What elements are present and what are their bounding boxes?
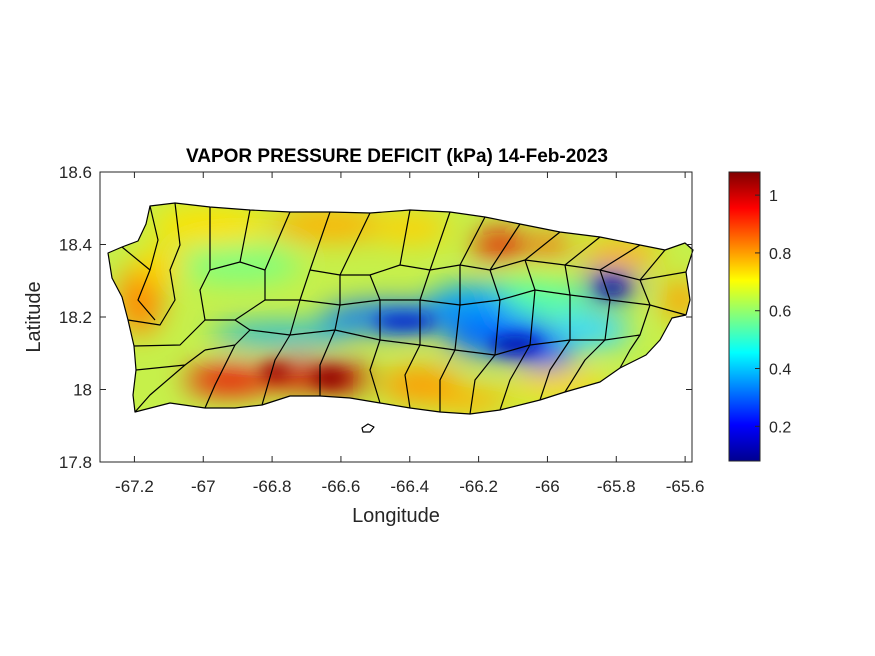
y-tick-label: 18.6 (59, 163, 92, 182)
x-tick-label: -66.6 (322, 477, 361, 496)
x-tick-label: -67 (191, 477, 216, 496)
y-tick-label: 18.2 (59, 308, 92, 327)
x-tick-label: -66 (535, 477, 560, 496)
x-axis-ticks: -67.2 -67 -66.8 -66.6 -66.4 -66.2 -66 -65.8 -65.… (115, 172, 704, 496)
y-tick-label: 18.4 (59, 236, 92, 255)
colorbar-ticks: 0.2 0.4 0.6 0.8 1 (755, 188, 791, 436)
y-axis-ticks: 17.8 18 18.2 18.4 18.6 (59, 163, 692, 472)
colorbar-tick-label: 0.2 (769, 419, 791, 436)
colorbar-tick-label: 1 (769, 188, 778, 205)
x-axis-label: Longitude (352, 505, 440, 527)
municipality-boundaries (107, 202, 694, 433)
y-axis-label: Latitude (23, 281, 45, 352)
colorbar: 0.2 0.4 0.6 0.8 1 (728, 171, 791, 462)
x-tick-label: -67.2 (115, 477, 154, 496)
y-tick-label: 18 (73, 381, 92, 400)
x-tick-label: -65.6 (666, 477, 705, 496)
colorbar-tick-label: 0.8 (769, 246, 791, 263)
map-title: VAPOR PRESSURE DEFICIT (kPa) 14-Feb-2023 (186, 146, 608, 167)
plot-area (99, 171, 694, 463)
vpd-field (108, 203, 693, 414)
x-tick-label: -66.2 (459, 477, 498, 496)
x-tick-label: -65.8 (597, 477, 636, 496)
y-tick-label: 17.8 (59, 453, 92, 472)
colorbar-tick-label: 0.4 (769, 362, 791, 379)
x-tick-label: -66.8 (253, 477, 292, 496)
colorbar-gradient (728, 171, 761, 462)
colorbar-tick-label: 0.6 (769, 304, 791, 321)
x-tick-label: -66.4 (390, 477, 429, 496)
